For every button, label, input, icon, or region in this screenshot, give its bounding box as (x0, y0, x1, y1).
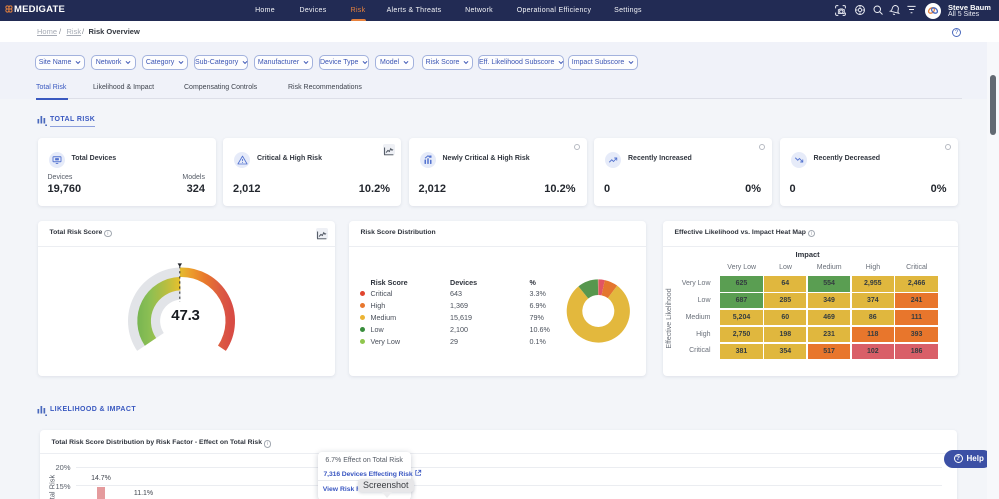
svg-text:47.3: 47.3 (171, 307, 199, 324)
